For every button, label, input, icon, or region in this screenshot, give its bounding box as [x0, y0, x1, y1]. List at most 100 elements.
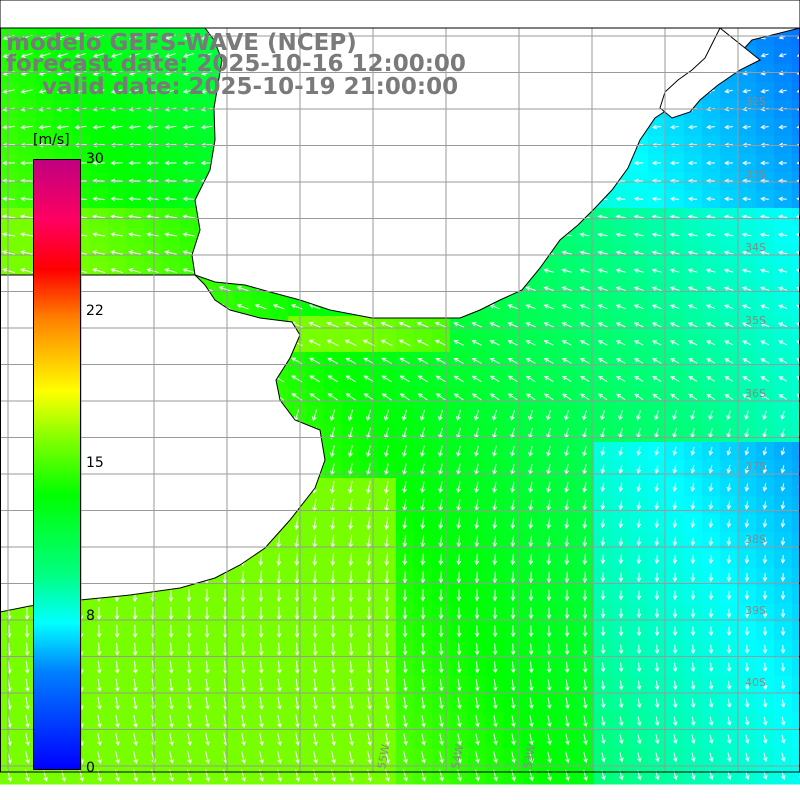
wind-arrow	[366, 624, 372, 639]
wind-arrow	[510, 679, 516, 692]
wind-arrow	[312, 768, 319, 782]
wind-arrow	[777, 268, 788, 274]
wind-arrow	[474, 589, 480, 602]
wind-arrow	[330, 480, 335, 495]
wind-arrow	[420, 427, 425, 440]
wind-arrow	[385, 750, 390, 764]
wind-arrow	[1, 232, 16, 237]
wind-arrow	[92, 89, 105, 94]
wind-arrow	[525, 340, 536, 346]
wind-arrow	[438, 427, 443, 440]
wind-arrow	[651, 304, 662, 310]
wind-arrow	[403, 751, 408, 764]
wind-arrow	[348, 445, 353, 458]
wind-arrow	[42, 768, 49, 782]
wind-arrow	[582, 661, 588, 674]
wind-arrow	[417, 375, 428, 383]
wind-arrow	[492, 661, 498, 674]
wind-arrow	[669, 232, 680, 238]
wind-arrow	[615, 196, 626, 202]
wind-arrow	[510, 409, 516, 421]
wind-arrow	[348, 516, 353, 531]
wind-arrow	[742, 160, 751, 166]
wind-arrow	[672, 536, 678, 547]
wind-arrow	[240, 642, 246, 657]
wind-arrow	[399, 393, 410, 401]
wind-arrow	[636, 446, 642, 457]
wind-arrow	[600, 608, 606, 619]
wind-arrow	[582, 481, 587, 493]
wind-arrow	[186, 642, 192, 657]
wind-arrow	[579, 286, 590, 291]
wind-arrow	[385, 714, 390, 729]
wind-arrow	[25, 714, 30, 729]
wind-arrow	[471, 340, 482, 346]
wind-arrow	[741, 250, 752, 256]
wind-arrow	[777, 286, 788, 291]
wind-arrow	[20, 124, 33, 130]
wind-arrow	[706, 160, 715, 166]
wind-arrow	[438, 643, 444, 656]
wind-arrow	[205, 714, 210, 729]
wind-arrow	[295, 696, 300, 711]
wind-arrow	[398, 321, 411, 328]
wind-arrow	[597, 340, 608, 346]
wind-arrow	[741, 268, 752, 273]
wind-arrow	[780, 537, 786, 546]
wind-arrow	[510, 481, 515, 494]
wind-arrow	[201, 53, 213, 58]
wind-arrow	[633, 304, 644, 310]
wind-arrow	[744, 447, 750, 456]
wind-arrow	[204, 606, 210, 621]
wind-arrow	[564, 410, 569, 421]
wind-arrow	[421, 751, 426, 764]
wind-arrow	[636, 662, 642, 673]
wind-arrow	[56, 89, 69, 94]
wind-arrow	[96, 678, 102, 693]
wind-arrow	[492, 607, 498, 620]
wind-arrow	[579, 358, 590, 364]
wind-arrow	[434, 339, 447, 347]
wind-arrow	[474, 445, 479, 458]
wind-arrow	[110, 124, 123, 130]
wind-arrow	[741, 304, 752, 310]
wind-arrow	[742, 88, 751, 94]
wind-arrow	[618, 464, 624, 475]
wind-arrow	[240, 678, 246, 693]
wind-arrow	[600, 716, 606, 727]
wind-arrow	[20, 267, 34, 274]
wind-arrow	[510, 445, 515, 458]
wind-arrow	[381, 357, 392, 365]
wind-arrow	[529, 751, 534, 764]
colorbar	[33, 159, 81, 770]
wind-arrow	[742, 124, 751, 130]
wind-arrow	[402, 643, 408, 656]
wind-arrow	[564, 517, 570, 530]
wind-arrow	[762, 716, 768, 727]
wind-arrow	[489, 393, 500, 401]
wind-arrow	[435, 375, 446, 383]
wind-arrow	[222, 588, 228, 603]
wind-arrow	[438, 535, 444, 548]
wind-arrow	[115, 732, 120, 746]
wind-arrow	[672, 590, 678, 601]
wind-arrow	[547, 715, 552, 728]
wind-arrow	[687, 322, 698, 328]
wind-arrow	[672, 572, 678, 583]
wind-arrow	[582, 643, 588, 656]
wind-arrow	[2, 52, 15, 58]
wind-arrow	[456, 481, 461, 494]
wind-arrow	[276, 588, 282, 603]
wind-arrow	[474, 679, 480, 692]
wind-arrow	[492, 445, 497, 458]
wind-arrow	[690, 500, 696, 511]
wind-arrow	[420, 409, 426, 422]
wind-arrow	[600, 680, 606, 691]
wind-arrow	[619, 752, 624, 763]
wind-arrow	[672, 662, 678, 673]
wind-arrow	[744, 716, 750, 727]
wind-arrow	[259, 696, 264, 711]
wind-arrow	[778, 358, 788, 364]
wind-arrow	[366, 642, 372, 657]
wind-arrow	[420, 445, 425, 458]
